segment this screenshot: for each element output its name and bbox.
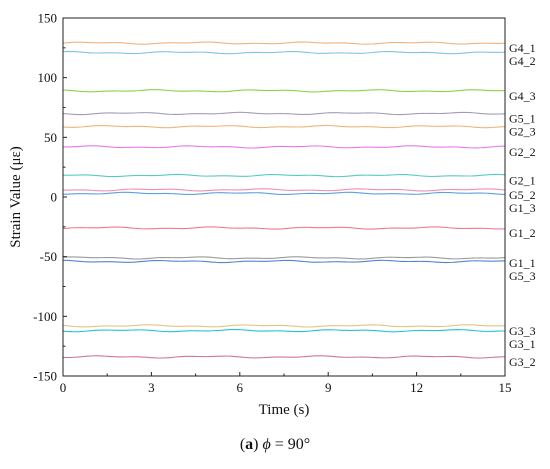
y-axis: 150 100 50 0 -50 -100 -150 — [33, 11, 67, 384]
figure-caption: (a) ϕ = 90° — [239, 436, 311, 453]
series-label-g3-3: G3_3 — [509, 324, 536, 338]
series-label-g4-3: G4_3 — [509, 89, 536, 103]
caption-symbol: ϕ — [262, 436, 271, 453]
series-label-g3-2: G3_2 — [509, 355, 536, 369]
caption-text: = 90° — [270, 436, 311, 453]
series-line-g5-2 — [62, 188, 506, 192]
series-line-g2-3 — [62, 124, 506, 129]
x-tick-label: 12 — [410, 380, 423, 395]
y-tick-label: -50 — [40, 249, 57, 264]
series-label-g1-1: G1_1 — [509, 256, 536, 270]
series-line-g1-1 — [62, 256, 506, 260]
series-label-g2-2: G2_2 — [509, 145, 536, 159]
series-line-g5-1 — [62, 111, 506, 116]
series-line-g4-2 — [62, 50, 506, 55]
series-layer — [62, 41, 506, 359]
series-line-g4-3 — [62, 89, 506, 93]
series-label-g5-1: G5_1 — [509, 111, 536, 125]
x-tick-label: 9 — [325, 380, 332, 395]
series-label-g3-1: G3_1 — [509, 337, 536, 351]
x-axis-title: Time (s) — [259, 402, 310, 418]
x-axis: 0 3 6 9 12 15 — [60, 372, 512, 395]
y-tick-label: 50 — [44, 130, 57, 145]
series-line-g4-1 — [62, 41, 506, 45]
series-label-g2-1: G2_1 — [509, 174, 536, 188]
series-label-g4-2: G4_2 — [509, 54, 536, 68]
caption-label: a — [245, 436, 254, 453]
series-line-g1-3 — [62, 191, 506, 196]
y-tick-label: 150 — [38, 11, 58, 26]
series-line-g5-3 — [62, 259, 506, 264]
y-tick-label: 100 — [38, 70, 58, 85]
series-label-g4-1: G4_1 — [509, 41, 536, 55]
plot-frame — [62, 17, 506, 377]
series-labels: G4_1G4_2 G4_3 G5_1G2_3 G2_2 G2_1G5_2G1_3 G1_2… — [509, 41, 536, 369]
y-tick-label: -150 — [33, 369, 57, 384]
series-label-g5-3: G5_3 — [509, 269, 536, 283]
x-tick-label: 6 — [237, 380, 244, 395]
series-line-g3-2 — [62, 355, 506, 359]
series-label-g2-3: G2_3 — [509, 125, 536, 139]
y-tick-label: -100 — [33, 309, 57, 324]
series-line-g2-2 — [62, 145, 506, 149]
series-label-g1-2: G1_2 — [509, 226, 536, 240]
y-axis-title: Strain Value (με) — [8, 146, 24, 248]
x-tick-label: 0 — [60, 380, 67, 395]
x-tick-label: 3 — [148, 380, 155, 395]
series-label-g1-3: G1_3 — [509, 201, 536, 215]
series-label-g5-2: G5_2 — [509, 188, 536, 202]
series-line-g1-2 — [62, 226, 506, 230]
series-line-g2-1 — [62, 173, 506, 178]
x-tick-label: 15 — [499, 380, 512, 395]
series-line-g3-3 — [62, 324, 506, 328]
series-line-g3-1 — [62, 328, 506, 333]
y-tick-label: 0 — [51, 190, 58, 205]
